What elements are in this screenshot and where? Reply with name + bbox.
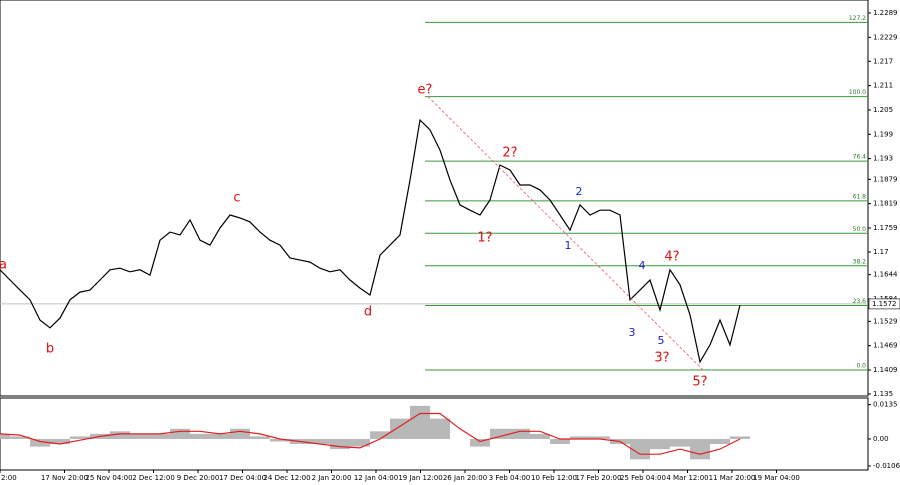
x-tick-label: 2:00	[1, 474, 17, 482]
y-tick-label: 1.217	[873, 57, 893, 65]
wave-label: b	[46, 342, 54, 357]
fib-label: 50.0	[853, 226, 867, 233]
x-tick-label: 3 Feb 04:00	[489, 474, 530, 482]
macd-bar	[370, 431, 390, 439]
macd-bar	[170, 428, 190, 439]
y-tick-label: 1.1529	[873, 317, 898, 325]
y2-tick-label: -0.0106	[873, 462, 900, 470]
macd-bar	[350, 438, 370, 447]
macd-bar	[0, 433, 10, 439]
macd-bar	[50, 438, 70, 445]
y-tick-label: 1.2229	[873, 33, 898, 41]
macd-bar	[550, 438, 570, 445]
x-tick-label: 19 Jan 12:00	[398, 474, 442, 482]
macd-bar	[650, 438, 670, 450]
y-tick-label: 1.199	[873, 130, 893, 138]
wave-label: 2?	[502, 146, 517, 161]
macd-bar	[230, 428, 250, 439]
main-panel	[0, 0, 869, 397]
y-tick-label: 1.17	[873, 248, 889, 256]
macd-bar	[430, 418, 450, 439]
current-price-label: 1.1572	[872, 300, 897, 308]
y-tick-label: 1.1644	[873, 271, 898, 279]
macd-bar	[250, 436, 270, 439]
y-tick-label: 1.1409	[873, 366, 898, 374]
wave-label: 4	[639, 259, 646, 272]
macd-bar	[130, 433, 150, 439]
macd-bar	[270, 438, 290, 442]
x-tick-label: 17 Dec 04:00	[219, 474, 266, 482]
current-price-box	[868, 298, 900, 310]
macd-bar	[190, 433, 210, 439]
wave-label: 3	[629, 326, 636, 339]
y-tick-label: 1.193	[873, 155, 893, 163]
macd-signal	[0, 412, 741, 455]
y-tick-label: 1.211	[873, 82, 893, 90]
macd-bar	[530, 433, 550, 439]
x-tick-label: 2 Dec 12:00	[132, 474, 175, 482]
macd-bar	[710, 438, 730, 445]
x-tick-label: 2 Jan 20:00	[312, 474, 352, 482]
wave-label: 3?	[654, 351, 669, 366]
x-tick-label: 11 Mar 20:00	[709, 474, 756, 482]
macd-bar	[490, 428, 510, 439]
fib-label: 127.2	[849, 15, 866, 22]
wave-label: 1?	[477, 231, 492, 246]
wave-label: e?	[418, 83, 433, 98]
y2-tick-label: 0.00	[873, 435, 889, 443]
macd-bar	[590, 436, 610, 439]
macd-bar	[10, 436, 30, 439]
macd-bar	[410, 405, 430, 439]
macd-bar	[670, 438, 690, 447]
macd-bar	[330, 438, 350, 450]
x-tick-label: 12 Jan 04:00	[354, 474, 398, 482]
y-tick-label: 1.1469	[873, 342, 898, 350]
macd-bar	[470, 438, 490, 447]
macd-bar	[310, 438, 330, 445]
x-tick-label: 24 Dec 12:00	[263, 474, 310, 482]
wave-label: d	[364, 305, 372, 320]
y-tick-label: 1.135	[873, 390, 893, 398]
y-tick-label: 1.1759	[873, 224, 898, 232]
macd-bar	[110, 431, 130, 439]
y2-tick-label: 0.0135	[873, 401, 898, 409]
wave-label: 5	[658, 334, 665, 347]
macd-bar	[150, 433, 170, 439]
x-tick-label: 9 Dec 20:00	[177, 474, 220, 482]
x-tick-label: 25 Nov 04:00	[85, 474, 132, 482]
wave-label: 1	[565, 239, 572, 252]
fib-label: 0.0	[856, 363, 866, 370]
x-tick-label: 25 Feb 04:00	[620, 474, 666, 482]
x-tick-label: 10 Feb 12:00	[531, 474, 577, 482]
fib-label: 100.0	[849, 89, 866, 96]
macd-bar	[510, 428, 530, 439]
y-tick-label: 1.1819	[873, 200, 898, 208]
wave-label: c	[233, 191, 240, 206]
wave-label: 4?	[664, 250, 679, 265]
wave-label: 2	[576, 185, 583, 198]
fib-label: 23.6	[853, 298, 867, 305]
macd-bar	[730, 436, 750, 439]
macd-bar	[210, 433, 230, 439]
x-tick-label: 17 Feb 20:00	[576, 474, 622, 482]
fib-label: 76.4	[853, 154, 867, 161]
y-tick-label: 1.1879	[873, 175, 898, 183]
wave-label: 5?	[692, 375, 707, 390]
fib-label: 61.8	[853, 193, 867, 200]
y-tick-label: 1.2289	[873, 9, 898, 17]
macd-bar	[690, 438, 710, 460]
macd-bar	[30, 438, 50, 447]
macd-bar	[570, 436, 590, 439]
x-tick-label: 26 Jan 20:00	[443, 474, 487, 482]
x-tick-label: 19 Mar 04:00	[753, 474, 800, 482]
y-tick-label: 1.205	[873, 106, 893, 114]
macd-bar	[70, 436, 90, 439]
price-line	[0, 118, 741, 364]
fib-label: 38.2	[853, 258, 867, 265]
x-tick-label: 4 Mar 12:00	[666, 474, 708, 482]
x-tick-label: 17 Nov 20:00	[41, 474, 88, 482]
wave-label: a	[0, 258, 7, 273]
